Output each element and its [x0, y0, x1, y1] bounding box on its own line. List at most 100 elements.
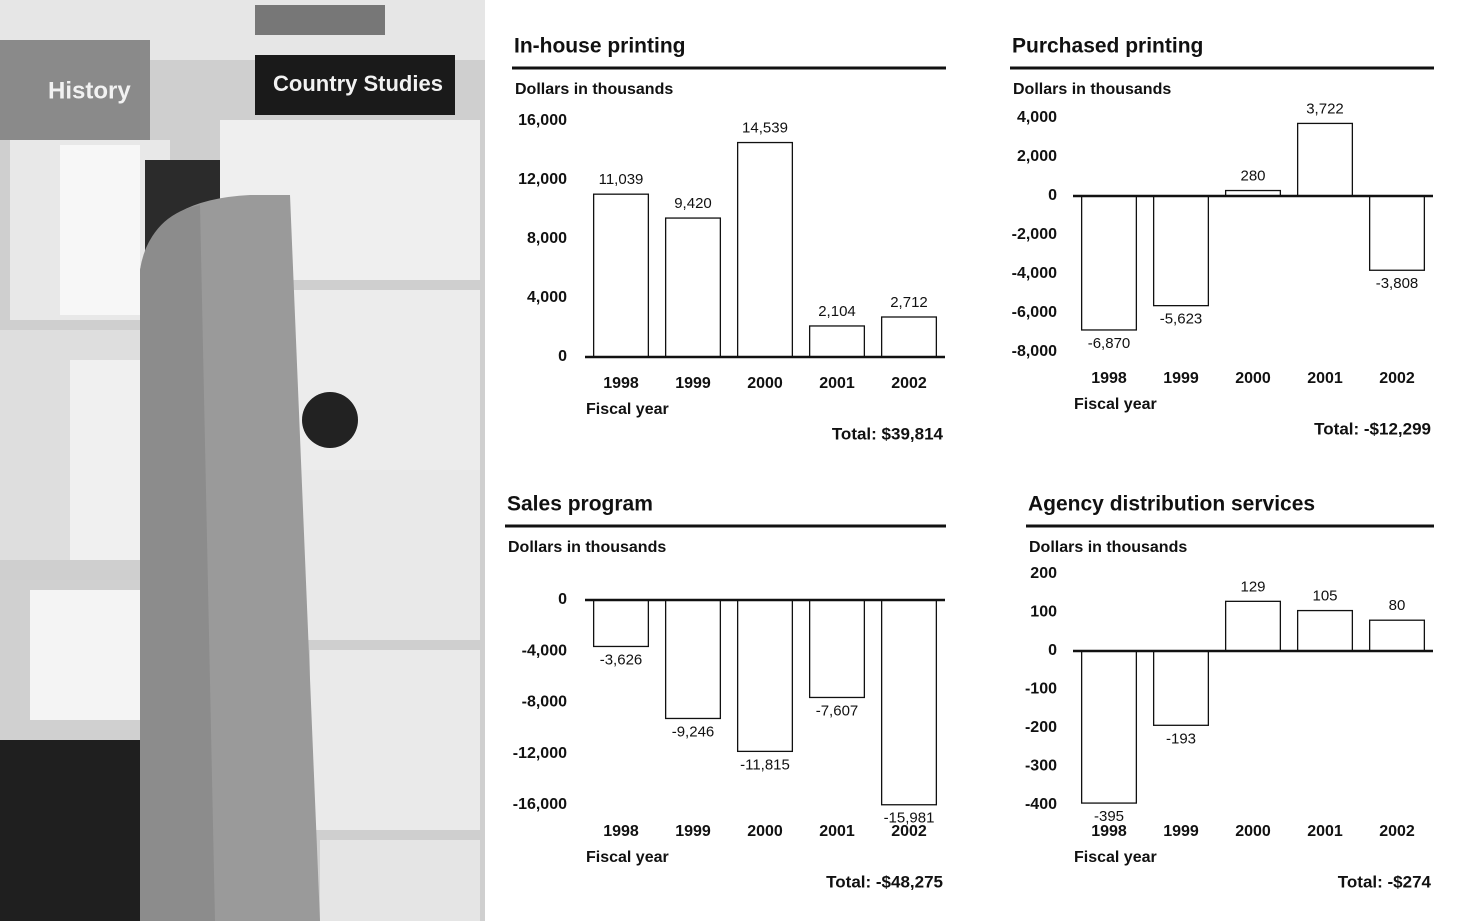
value-label: 3,722: [1306, 100, 1344, 117]
total: Total: -$48,275: [826, 872, 943, 891]
photo: History Country Studies: [0, 0, 485, 921]
x-tick-label: 2002: [891, 375, 927, 392]
chart-title: Purchased printing: [1012, 35, 1203, 58]
bar: [810, 326, 865, 357]
value-label: 2,104: [818, 303, 856, 320]
y-tick-label: 4,000: [1017, 109, 1057, 126]
x-tick-label: 2002: [1379, 370, 1415, 387]
x-tick-label: 1999: [675, 823, 711, 840]
bar: [882, 317, 937, 357]
x-tick-label: 1999: [675, 375, 711, 392]
x-tick-label: 1998: [603, 823, 639, 840]
y-axis-label: Dollars in thousands: [1029, 539, 1187, 556]
total: Total: -$12,299: [1314, 419, 1431, 438]
chart-title: Agency distribution services: [1028, 493, 1315, 516]
value-label: 105: [1312, 588, 1337, 605]
value-label: -395: [1094, 808, 1124, 825]
x-tick-label: 2001: [1307, 823, 1343, 840]
sign-text: History: [48, 77, 131, 104]
value-label: 11,039: [599, 171, 644, 188]
bar: [1298, 611, 1353, 651]
bar: [1370, 620, 1425, 651]
y-tick-label: -12,000: [513, 745, 567, 762]
value-label: -3,808: [1376, 275, 1419, 292]
y-tick-label: 2,000: [1017, 148, 1057, 165]
bar: [1082, 196, 1137, 330]
x-axis-label: Fiscal year: [1074, 396, 1157, 413]
x-tick-label: 2000: [747, 823, 783, 840]
bar: [738, 600, 793, 751]
chart-title: Sales program: [507, 493, 653, 516]
y-tick-label: 0: [558, 348, 567, 365]
y-tick-label: -100: [1025, 681, 1057, 698]
value-label: 280: [1240, 168, 1265, 185]
x-tick-label: 2002: [1379, 823, 1415, 840]
sign-text: Country Studies: [273, 71, 443, 96]
chart-title: In-house printing: [514, 35, 685, 58]
y-tick-label: -400: [1025, 796, 1057, 813]
value-label: -9,246: [672, 723, 715, 740]
y-tick-label: -300: [1025, 758, 1057, 775]
x-tick-label: 2000: [747, 375, 783, 392]
bar: [666, 600, 721, 718]
x-tick-label: 2001: [819, 375, 855, 392]
bar: [1298, 123, 1353, 196]
value-label: 9,420: [674, 195, 712, 212]
x-tick-label: 2000: [1235, 823, 1271, 840]
value-label: 2,712: [890, 294, 928, 311]
bar: [594, 194, 649, 357]
value-label: 14,539: [742, 120, 788, 137]
x-tick-label: 1999: [1163, 370, 1199, 387]
y-tick-label: -4,000: [1012, 265, 1057, 282]
y-tick-label: -4,000: [522, 642, 567, 659]
bar: [1370, 196, 1425, 270]
y-axis-label: Dollars in thousands: [508, 539, 666, 556]
x-axis-label: Fiscal year: [586, 849, 669, 866]
y-tick-label: -200: [1025, 719, 1057, 736]
value-label: -193: [1166, 730, 1196, 747]
y-tick-label: 4,000: [527, 289, 567, 306]
x-axis-label: Fiscal year: [586, 401, 669, 418]
value-label: -15,981: [884, 810, 935, 827]
bar: [1226, 601, 1281, 651]
x-tick-label: 2001: [1307, 370, 1343, 387]
charts: In-house printing Dollars in thousands 0 4,…: [505, 35, 1434, 892]
bar: [1154, 196, 1209, 306]
bar: [810, 600, 865, 697]
y-tick-label: 100: [1030, 604, 1057, 621]
y-tick-label: 12,000: [518, 171, 567, 188]
y-tick-label: 200: [1030, 565, 1057, 582]
value-label: -11,815: [740, 756, 790, 773]
value-label: -6,870: [1088, 335, 1131, 352]
value-label: 129: [1240, 578, 1265, 595]
bar: [1154, 651, 1209, 725]
y-tick-label: 8,000: [527, 230, 567, 247]
x-tick-label: 2000: [1235, 370, 1271, 387]
x-tick-label: 2001: [819, 823, 855, 840]
x-axis-label: Fiscal year: [1074, 849, 1157, 866]
bar: [882, 600, 937, 805]
x-tick-label: 1998: [1091, 823, 1127, 840]
y-tick-label: -8,000: [1012, 343, 1057, 360]
bar: [738, 143, 793, 357]
value-label: -3,626: [600, 651, 643, 668]
total: Total: -$274: [1338, 872, 1432, 891]
bar: [666, 218, 721, 357]
value-label: -7,607: [816, 702, 859, 719]
y-tick-label: -2,000: [1012, 226, 1057, 243]
y-tick-label: -8,000: [522, 694, 567, 711]
value-label: 80: [1389, 597, 1406, 614]
x-tick-label: 1998: [603, 375, 639, 392]
total: Total: $39,814: [832, 424, 944, 443]
x-tick-label: 1999: [1163, 823, 1199, 840]
y-tick-label: 0: [558, 591, 567, 608]
y-axis-label: Dollars in thousands: [515, 81, 673, 98]
bar: [594, 600, 649, 646]
x-tick-label: 1998: [1091, 370, 1127, 387]
page: History Country Studies In-house printin…: [0, 0, 1467, 921]
bar: [1082, 651, 1137, 803]
y-tick-label: 0: [1048, 187, 1057, 204]
y-axis-label: Dollars in thousands: [1013, 81, 1171, 98]
y-tick-label: 16,000: [518, 112, 567, 129]
value-label: -5,623: [1160, 311, 1203, 328]
